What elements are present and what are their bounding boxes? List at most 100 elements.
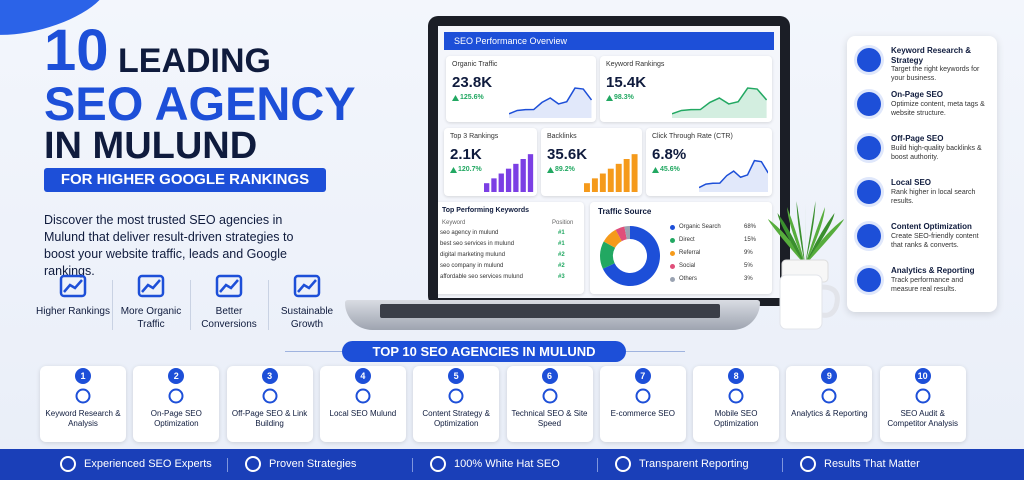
agency-card: 5 Content Strategy & Optimization xyxy=(413,366,500,442)
area xyxy=(509,88,592,118)
title-line: IN MULUND xyxy=(44,125,258,167)
metric-change: 120.7% xyxy=(458,166,482,173)
footer-icon xyxy=(60,456,76,472)
agency-card: 1 Keyword Research & Analysis xyxy=(40,366,126,442)
agency-number: 6 xyxy=(541,368,558,384)
service-title: Keyword Research & Strategy xyxy=(891,46,972,65)
legend-label: Referral xyxy=(679,250,701,256)
icon xyxy=(448,388,464,404)
stat-label: Sustainable Growth xyxy=(280,306,334,330)
keyword-cell: affordable seo services mulund xyxy=(440,274,523,280)
mug xyxy=(779,274,823,330)
agency-number: 8 xyxy=(728,368,745,384)
icon xyxy=(215,274,243,298)
agency-number: 2 xyxy=(168,368,185,384)
agency-number: 4 xyxy=(354,368,371,384)
agency-label: Content Strategy & Optimization xyxy=(422,409,490,428)
agency-card: 2 On-Page SEO Optimization xyxy=(133,366,220,442)
agency-number: 5 xyxy=(448,368,465,384)
icon xyxy=(262,388,278,404)
metric-card: Keyword Rankings 15.4K 98.3% xyxy=(600,56,772,122)
tagline: FOR HIGHER GOOGLE RANKINGS xyxy=(44,168,326,192)
agency-icon xyxy=(448,388,464,404)
title-line: LEADING xyxy=(118,42,271,80)
icon xyxy=(635,388,651,404)
donut-segment xyxy=(602,226,661,286)
metric-change: 45.6% xyxy=(660,166,680,173)
icon xyxy=(75,388,91,404)
bar xyxy=(527,154,534,192)
plant xyxy=(768,195,844,330)
metric-label: Organic Traffic xyxy=(452,61,498,68)
position-cell: #3 xyxy=(558,274,565,280)
service-desc: Build high-quality backlinks & boost aut… xyxy=(891,145,982,161)
service-desc: Create SEO-friendly content that ranks &… xyxy=(891,233,979,249)
service-icon xyxy=(857,180,881,204)
bar xyxy=(484,183,490,192)
agency-card: 8 Mobile SEO Optimization xyxy=(693,366,780,442)
icon xyxy=(821,388,837,404)
leaf xyxy=(777,213,805,265)
legend-dot xyxy=(670,238,675,243)
footer-icon xyxy=(615,456,631,472)
agency-label: SEO Audit & Competitor Analysis xyxy=(887,409,959,428)
area xyxy=(672,88,767,118)
icon xyxy=(915,388,931,404)
donut-segment xyxy=(603,229,622,248)
metric-value: 15.4K xyxy=(606,74,647,91)
bar xyxy=(520,159,526,192)
keywords-panel: Top Performing Keywords Keyword Position se… xyxy=(438,202,584,294)
position-cell: #2 xyxy=(558,263,565,269)
stat-icon xyxy=(59,274,87,298)
legend-dot xyxy=(670,251,675,256)
arrow xyxy=(652,167,659,173)
metric-label: Click Through Rate (CTR) xyxy=(652,133,733,140)
agency-label: Local SEO Mulund xyxy=(329,409,397,418)
position-cell: #1 xyxy=(558,241,565,247)
laptop-keys xyxy=(380,304,720,318)
icon xyxy=(59,274,87,298)
mug-handle xyxy=(821,284,840,318)
leaf xyxy=(805,213,835,265)
sparkline xyxy=(509,87,592,118)
footer-item: Experienced SEO Experts xyxy=(84,458,212,470)
agency-card: 4 Local SEO Mulund xyxy=(319,366,406,442)
donut-segment xyxy=(624,226,630,240)
divider xyxy=(782,458,783,472)
area xyxy=(698,160,769,192)
line xyxy=(698,159,769,189)
icon xyxy=(137,274,165,298)
service-title: Local SEO xyxy=(891,178,932,187)
sparkline xyxy=(698,159,769,192)
laptop-screen: SEO Performance Overview Organic Traffic 2… xyxy=(438,26,780,298)
legend-value: 15% xyxy=(744,237,757,243)
divider xyxy=(597,458,598,472)
agency-label: On-Page SEO Optimization xyxy=(150,409,202,428)
agency-label: Mobile SEO Optimization xyxy=(713,409,759,428)
dash-title: SEO Performance Overview xyxy=(444,32,774,50)
line xyxy=(672,87,767,115)
service-icon xyxy=(857,268,881,292)
icon xyxy=(141,279,161,293)
service-desc: Track performance and measure real resul… xyxy=(891,277,964,293)
agency-label: Off-Page SEO & Link Building xyxy=(231,409,308,428)
icon xyxy=(542,388,557,404)
title-line: SEO AGENCY xyxy=(44,77,356,130)
bar xyxy=(505,168,512,192)
legend-label: Others xyxy=(679,276,698,282)
icon xyxy=(293,274,321,298)
agency-number: 1 xyxy=(75,368,91,384)
stat-icon xyxy=(293,274,321,298)
icon xyxy=(728,388,744,404)
metric-value: 2.1K xyxy=(450,146,482,163)
service-icon xyxy=(857,48,881,72)
agency-icon xyxy=(821,388,837,404)
service-icon xyxy=(857,136,881,160)
donut-segment xyxy=(615,226,627,242)
icon xyxy=(219,279,239,293)
bar xyxy=(584,183,591,192)
up-arrow xyxy=(652,167,659,173)
bar xyxy=(600,173,607,192)
stat-label: Better Conversions xyxy=(201,306,257,330)
